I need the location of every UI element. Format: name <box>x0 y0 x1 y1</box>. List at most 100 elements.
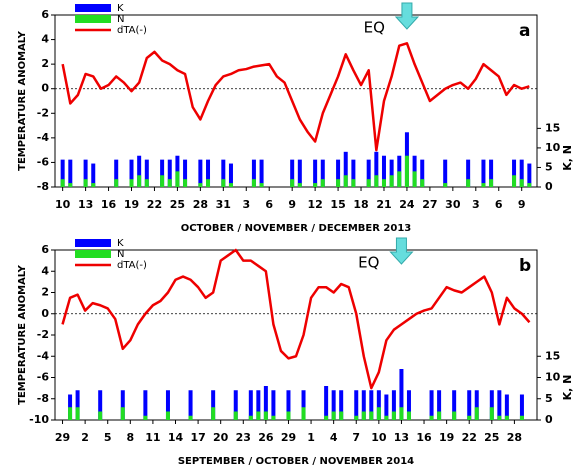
x-tick-label: 21 <box>376 198 391 211</box>
y-tick-label: -4 <box>37 131 50 144</box>
x-tick-label: 8 <box>126 431 134 444</box>
x-tick-label: 28 <box>193 198 208 211</box>
y-axis-label: TEMPERATURE ANOMALY <box>17 30 28 170</box>
bar <box>233 411 238 420</box>
bar <box>248 390 253 420</box>
bar <box>429 415 434 420</box>
bar <box>91 183 96 187</box>
x-tick-label: 29 <box>55 431 70 444</box>
bar <box>429 390 434 420</box>
bar <box>366 179 371 187</box>
bar <box>369 411 374 420</box>
bar <box>519 179 524 187</box>
dta-line <box>61 42 530 152</box>
x-axis-label: SEPTEMBER / OCTOBER / NOVEMBER 2014 <box>178 456 414 467</box>
bar <box>339 390 344 420</box>
bar <box>114 179 119 187</box>
y-tick-label: 6 <box>41 243 49 256</box>
legend-swatch <box>75 15 111 23</box>
x-tick-label: 12 <box>307 198 322 211</box>
x-tick-label: 19 <box>439 431 454 444</box>
x-tick-label: 16 <box>416 431 432 444</box>
x-tick-label: 3 <box>242 198 250 211</box>
bar <box>324 386 329 420</box>
bar <box>256 390 261 420</box>
bar <box>343 175 348 187</box>
bar <box>313 159 318 187</box>
x-tick-label: 4 <box>330 431 338 444</box>
bar <box>354 390 359 420</box>
y2-tick-label: 5 <box>545 392 553 405</box>
bar <box>198 159 203 187</box>
x-tick-label: 29 <box>281 431 296 444</box>
legend-label: N <box>117 14 124 25</box>
bar <box>221 159 226 187</box>
x-tick-label: 22 <box>147 198 162 211</box>
bar <box>83 159 88 187</box>
bar <box>263 386 268 420</box>
bar <box>497 390 502 420</box>
bar <box>474 390 479 420</box>
y2-tick-label: 10 <box>545 371 561 384</box>
bar <box>290 159 295 187</box>
bar <box>381 155 386 187</box>
bar <box>489 179 494 187</box>
y-tick-label: 2 <box>41 57 49 70</box>
bar <box>98 411 103 420</box>
bar <box>351 159 356 187</box>
x-tick-label: 11 <box>145 431 160 444</box>
legend-swatch <box>75 239 111 247</box>
bar <box>206 159 211 187</box>
y2-tick-label: 15 <box>545 121 560 134</box>
bar <box>354 415 359 420</box>
x-tick-label: 15 <box>330 198 345 211</box>
y-tick-label: 4 <box>41 33 49 46</box>
bar <box>297 159 302 187</box>
y-tick-label: -6 <box>37 155 50 168</box>
bar <box>331 411 336 420</box>
dta-line <box>61 248 531 390</box>
bar <box>165 411 170 420</box>
bar <box>143 415 148 420</box>
bar <box>167 179 172 187</box>
y2-tick-label: 10 <box>545 141 561 154</box>
bar <box>114 159 119 187</box>
bar <box>504 394 509 420</box>
bar <box>512 159 517 187</box>
bar <box>120 390 125 420</box>
bar <box>248 415 253 420</box>
bar <box>259 183 264 187</box>
bar <box>228 183 233 187</box>
y2-tick-label: 0 <box>545 180 553 193</box>
bar <box>129 179 134 187</box>
legend-label: K <box>117 3 124 14</box>
bar <box>183 179 188 187</box>
x-tick-label: 10 <box>55 198 71 211</box>
bar <box>259 159 264 187</box>
bar <box>339 411 344 420</box>
x-tick-label: 10 <box>371 431 387 444</box>
bar <box>301 407 306 420</box>
bar <box>489 159 494 187</box>
plot-frame <box>54 14 538 188</box>
panel-label: a <box>519 21 530 41</box>
x-tick-label: 24 <box>399 198 415 211</box>
bar <box>228 163 233 187</box>
bar <box>519 415 524 420</box>
bar <box>286 411 291 420</box>
bar <box>75 390 80 420</box>
annotation: EQ <box>364 19 385 37</box>
x-axis-label: OCTOBER / NOVEMBER / DECEMBER 2013 <box>181 223 412 234</box>
x-tick-label: 5 <box>104 431 112 444</box>
legend-swatch <box>75 4 111 12</box>
bar <box>389 175 394 187</box>
bar <box>83 179 88 187</box>
bar <box>320 159 325 187</box>
bar <box>137 155 142 187</box>
x-tick-label: 13 <box>78 198 93 211</box>
y-tick-label: 0 <box>41 82 49 95</box>
bar <box>160 159 165 187</box>
bar <box>165 390 170 420</box>
bar <box>233 390 238 420</box>
